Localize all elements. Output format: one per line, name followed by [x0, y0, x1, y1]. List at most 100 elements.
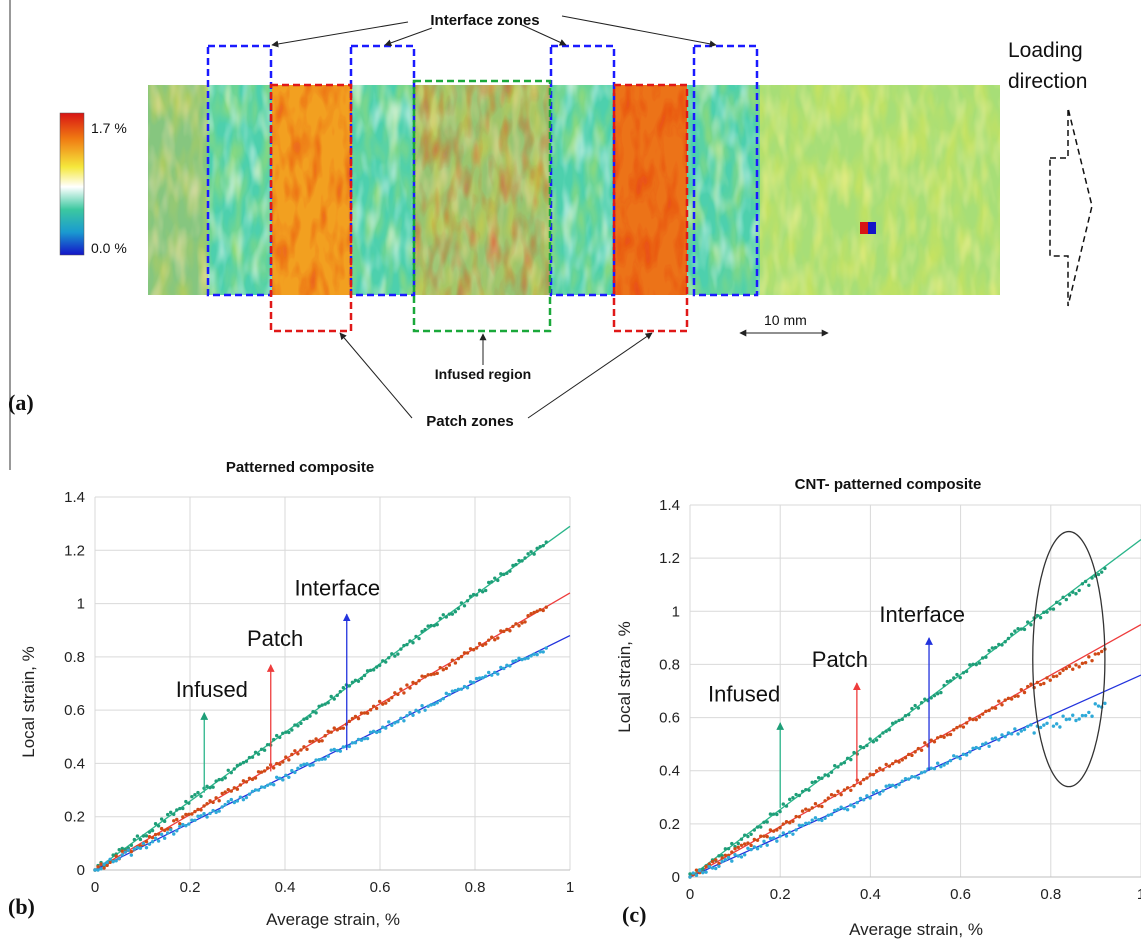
- chartC-point-infused: [1003, 640, 1007, 644]
- chartB-point-patch: [278, 762, 282, 766]
- chartC-point-infused: [784, 804, 789, 808]
- chartC-point-patch: [890, 761, 895, 766]
- chartB-point-interface: [123, 850, 127, 854]
- chartC-point-interface: [955, 755, 959, 759]
- chartC-point-patch: [1035, 680, 1040, 685]
- chartB-point-interface: [275, 775, 279, 779]
- chartB-point-interface: [493, 670, 497, 675]
- chartB-point-infused: [368, 668, 373, 673]
- chartC-point-infused: [1013, 629, 1017, 633]
- patch-zones-arrows: [339, 332, 653, 419]
- chartC-point-interface: [710, 866, 715, 870]
- chartC-point-infused: [752, 828, 757, 832]
- chartC-point-interface: [1090, 714, 1094, 718]
- chartB-point-infused: [493, 576, 497, 580]
- chartC-point-infused: [765, 820, 769, 824]
- colorbar-gradient: [59, 112, 85, 256]
- chartC-point-interface: [1029, 723, 1033, 727]
- strain-map-hotspot-blue: [868, 222, 876, 234]
- chartB-point-patch: [426, 673, 430, 677]
- chartC-point-patch: [749, 843, 753, 848]
- chartC-ytick-label: 0.6: [659, 710, 680, 727]
- chartC-point-interface: [865, 794, 869, 798]
- strain-map: [148, 85, 1000, 295]
- chartC-point-infused: [1038, 615, 1043, 620]
- chartB-point-infused: [317, 704, 321, 708]
- chart-c-panel-letter: (c): [622, 902, 646, 927]
- chartC-point-patch: [1045, 676, 1049, 680]
- chartC-point-patch: [980, 712, 985, 716]
- chartC-xtick-label: 0.6: [950, 886, 971, 903]
- chartB-point-patch: [365, 711, 370, 715]
- chartB-point-infused: [377, 663, 382, 668]
- chartB-point-patch: [471, 648, 476, 652]
- chartB-point-patch: [114, 854, 118, 858]
- chartC-point-patch: [993, 706, 998, 710]
- chartC-point-interface: [768, 836, 773, 841]
- chartB-point-infused: [265, 742, 270, 747]
- chartB-point-infused: [393, 654, 397, 658]
- chartB-ytick-label: 0.6: [64, 702, 85, 719]
- chartB-point-infused: [129, 843, 134, 847]
- chartB-point-interface: [477, 676, 482, 680]
- chartC-point-patch: [752, 837, 757, 842]
- chartC-point-interface: [871, 790, 876, 795]
- chartC-point-infused: [948, 679, 953, 683]
- chartB-point-interface: [541, 650, 545, 654]
- chartC-point-infused: [939, 690, 943, 695]
- chartB-label-patch: Patch: [247, 626, 303, 651]
- chartC-point-patch: [884, 762, 888, 767]
- chartB-point-interface: [296, 766, 300, 771]
- chartC-point-infused: [1064, 597, 1069, 602]
- chartC-point-infused: [1103, 566, 1107, 571]
- chartC-point-patch: [1000, 703, 1004, 707]
- chartC-point-patch: [842, 788, 847, 792]
- chartB-point-patch: [535, 609, 539, 613]
- chartC-point-interface: [968, 750, 972, 754]
- chartB-point-interface: [211, 808, 215, 813]
- chartB-point-interface: [293, 770, 297, 775]
- chartC-point-infused: [878, 734, 882, 738]
- chart-c-highlight-ellipse: [1032, 530, 1106, 788]
- chartB-point-infused: [332, 697, 336, 701]
- chart-b-ylabel: Local strain, %: [19, 646, 38, 758]
- chartB-point-infused: [153, 822, 158, 826]
- chartB-point-infused: [299, 721, 303, 726]
- chartC-point-interface: [861, 798, 866, 802]
- chartC-point-patch: [730, 850, 734, 854]
- chartC-ytick-label: 0.2: [659, 816, 680, 833]
- chartC-point-patch: [826, 796, 831, 800]
- chartB-point-patch: [238, 783, 243, 787]
- chartB-point-patch: [323, 734, 327, 738]
- chartB-point-interface: [453, 688, 458, 693]
- chart-c-grid: [689, 504, 1141, 878]
- chartB-point-infused: [335, 693, 339, 698]
- chartC-point-patch: [1077, 665, 1081, 669]
- chartC-point-interface: [1058, 725, 1062, 729]
- chartC-point-infused: [775, 812, 779, 817]
- chartC-point-interface: [788, 830, 792, 834]
- chartC-point-patch: [990, 706, 995, 710]
- chartC-point-infused: [1000, 643, 1004, 647]
- chartB-point-patch: [193, 809, 197, 814]
- chartB-point-infused: [511, 563, 515, 568]
- chartC-point-interface: [813, 816, 818, 820]
- chartB-point-infused: [384, 660, 388, 664]
- chartB-point-patch: [211, 800, 215, 805]
- chartC-point-patch: [987, 708, 991, 713]
- chartB-point-infused: [275, 733, 279, 738]
- chartC-point-infused: [849, 757, 853, 762]
- chartB-ytick-label: 0.4: [64, 755, 85, 772]
- chartB-point-infused: [523, 556, 527, 560]
- patch-zone-box-1: [269, 83, 353, 333]
- chartB-point-patch: [232, 786, 237, 790]
- chartC-point-interface: [726, 855, 731, 860]
- chartB-point-interface: [396, 719, 400, 724]
- chartC-point-patch: [900, 758, 904, 762]
- chartC-point-patch: [1100, 649, 1104, 654]
- infused-region-label: Infused region: [435, 366, 531, 382]
- chartB-point-interface: [359, 738, 364, 742]
- chartC-point-patch: [1042, 681, 1046, 686]
- chartB-point-infused: [290, 728, 294, 732]
